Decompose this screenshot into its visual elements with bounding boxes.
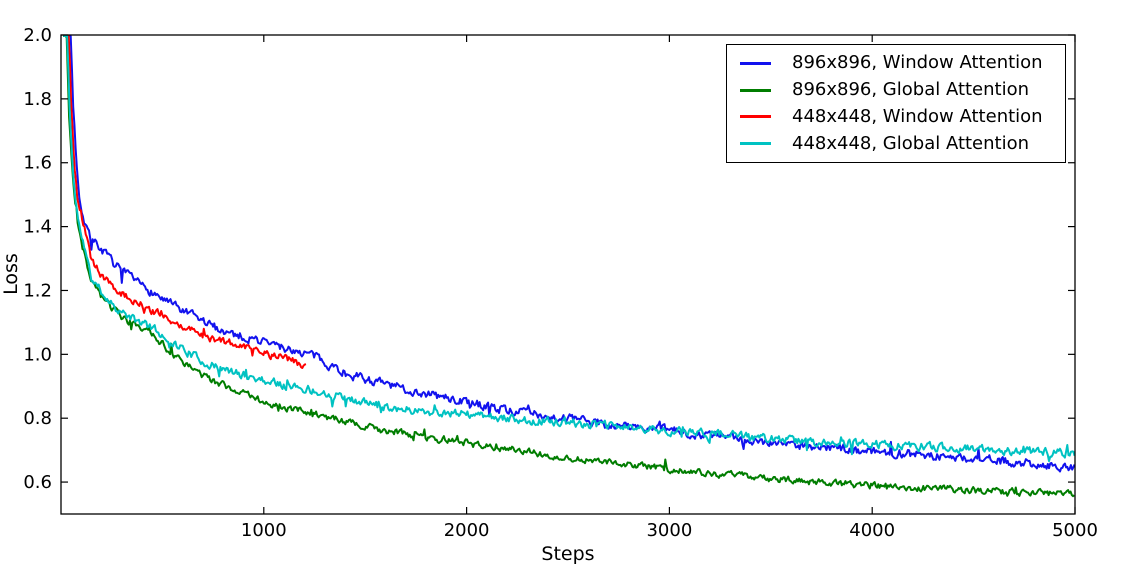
legend-swatch: [740, 61, 771, 65]
legend-item: 896x896, Global Attention: [727, 78, 1065, 102]
axes-frame: [60, 34, 1076, 515]
legend-label: 448x448, Global Attention: [792, 132, 1030, 154]
y-tick-label: 1.2: [23, 280, 52, 301]
x-tick-label: 1000: [241, 520, 287, 541]
y-tick-label: 1.6: [23, 153, 52, 174]
legend-item: 448x448, Global Attention: [727, 132, 1065, 156]
y-axis-label: Loss: [0, 253, 22, 295]
plot-frame: [60, 34, 1076, 515]
legend-label: 896x896, Global Attention: [792, 79, 1030, 101]
y-tick-label: 2.0: [23, 25, 52, 46]
series-line-3: [63, 35, 1075, 463]
y-tick-label: 1.8: [23, 89, 52, 110]
legend-item: 448x448, Window Attention: [727, 105, 1065, 129]
y-tick-label: 1.0: [23, 344, 52, 365]
y-tick-label: 1.4: [23, 217, 52, 238]
x-tick-label: 5000: [1052, 520, 1098, 541]
legend-label: 448x448, Window Attention: [792, 105, 1043, 127]
x-tick-label: 3000: [646, 520, 692, 541]
legend-swatch: [740, 142, 771, 146]
legend-item: 896x896, Window Attention: [727, 51, 1065, 75]
series-line-0: [67, 35, 1075, 473]
x-tick-label: 2000: [444, 520, 490, 541]
legend-swatch: [740, 88, 771, 92]
x-axis-label: Steps: [541, 543, 594, 565]
x-tick-label: 4000: [849, 520, 895, 541]
legend: 896x896, Window Attention 896x896, Global…: [726, 44, 1066, 163]
series-line-1: [63, 35, 1075, 498]
series-line-2: [65, 35, 307, 369]
y-tick-label: 0.8: [23, 408, 52, 429]
plot-curves: [63, 35, 1075, 498]
legend-swatch: [740, 115, 771, 119]
y-tick-label: 0.6: [23, 472, 52, 493]
legend-label: 896x896, Window Attention: [792, 52, 1043, 74]
tick-labels: 1000 2000 3000 4000 5000 0.6 0.8 1.0 1.2 1.4 1.6 1.…: [23, 25, 1098, 541]
